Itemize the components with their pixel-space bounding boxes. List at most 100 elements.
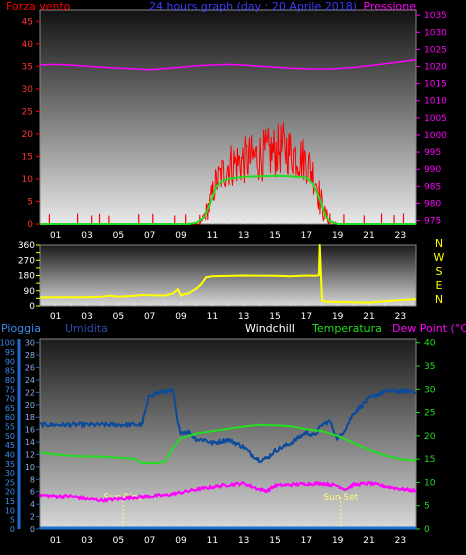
rain-tick-label: 30 — [5, 469, 15, 478]
pressure-tick-label: 1025 — [424, 45, 447, 55]
humidity-tick-label: 0 — [30, 525, 35, 534]
wind-speed-tick-label: 35 — [22, 62, 33, 72]
hour-tick-label: 19 — [332, 312, 344, 322]
hour-tick-label: 21 — [363, 231, 374, 241]
pressure-tick-label: 1000 — [424, 131, 447, 141]
rain-tick-label: 50 — [5, 432, 15, 441]
temperature-tick-label: 5 — [424, 502, 430, 512]
rain-tick-label: 60 — [5, 413, 15, 422]
wind-average-line — [40, 174, 416, 225]
rain-tick-label: 45 — [5, 441, 15, 450]
rain-tick-label: 40 — [5, 450, 15, 459]
rain-tick-label: 10 — [5, 506, 15, 515]
wind-direction-series — [39, 244, 417, 304]
temperature-tick-label: 15 — [424, 455, 435, 465]
hour-tick-label: 09 — [175, 231, 187, 241]
hour-tick-label: 01 — [50, 312, 61, 322]
pressure-tick-label: 975 — [424, 217, 441, 227]
direction-tick-label: 0 — [29, 302, 35, 312]
pressure-tick-label: 1030 — [424, 28, 447, 38]
wind-direction-line — [39, 244, 417, 304]
humidity-tick-label: 14 — [25, 438, 35, 447]
temperature-tick-label: 0 — [424, 525, 430, 535]
humidity-line — [39, 388, 417, 464]
hour-tick-label: 11 — [207, 312, 218, 322]
pressure-tick-label: 985 — [424, 182, 441, 192]
pressure-tick-label: 995 — [424, 148, 441, 158]
direction-tick-label: 90 — [24, 287, 36, 297]
humidity-tick-label: 26 — [25, 364, 35, 373]
rain-tick-label: 0 — [10, 525, 15, 534]
hour-tick-label: 05 — [113, 312, 124, 322]
humidity-legend: Umidita — [65, 322, 108, 335]
pressure-tick-label: 1015 — [424, 80, 447, 90]
temperature-humidity-plot-area — [39, 338, 417, 530]
windchill-legend: Windchill — [245, 322, 295, 335]
temperature-tick-label: 35 — [424, 362, 435, 372]
compass-letter: N — [435, 293, 443, 306]
temperature-humidity-series — [39, 388, 417, 530]
temperature-tick-label: 30 — [424, 385, 436, 395]
direction-tick-label: 270 — [18, 256, 35, 266]
rain-tick-label: 75 — [5, 385, 15, 394]
temperature-legend: Temperatura — [311, 322, 382, 335]
hour-tick-label: 11 — [207, 231, 218, 241]
pressure-tick-label: 1005 — [424, 114, 447, 124]
hour-tick-label: 17 — [301, 536, 312, 546]
hour-tick-label: 17 — [301, 312, 312, 322]
hour-tick-label: 03 — [81, 231, 92, 241]
rain-tick-label: 70 — [5, 395, 15, 404]
wind-direction-axes: 0 90 180 270 360 01 03 05 07 09 11 13 15 17 19 21 23 — [18, 241, 406, 322]
rain-tick-label: 90 — [5, 357, 15, 366]
wind-speed-tick-label: 0 — [27, 220, 33, 230]
humidity-tick-label: 18 — [25, 413, 35, 422]
rain-tick-label: 5 — [10, 516, 15, 525]
humidity-tick-label: 10 — [25, 463, 35, 472]
wind-speed-tick-label: 5 — [27, 197, 33, 207]
wind-speed-tick-label: 15 — [22, 152, 33, 162]
rain-tick-label: 85 — [5, 367, 15, 376]
hour-tick-label: 11 — [207, 536, 218, 546]
hour-tick-label: 09 — [175, 536, 187, 546]
hour-tick-label: 13 — [238, 231, 249, 241]
compass-letter: E — [436, 279, 443, 292]
hour-tick-label: 01 — [50, 536, 61, 546]
humidity-tick-label: 12 — [25, 450, 35, 459]
hour-tick-label: 13 — [238, 312, 249, 322]
hour-tick-label: 01 — [50, 231, 61, 241]
rain-tick-label: 95 — [5, 348, 15, 357]
rain-tick-label: 15 — [5, 497, 15, 506]
temperature-humidity-panel: 0510152025303540455055606570758085909510… — [0, 322, 466, 546]
hour-tick-label: 23 — [395, 231, 406, 241]
temperature-tick-label: 10 — [424, 478, 436, 488]
hour-tick-label: 17 — [301, 231, 312, 241]
dewpoint-legend: Dew Point (°C) — [392, 322, 466, 335]
wind-pressure-plot-area — [39, 9, 417, 225]
hour-tick-label: 19 — [332, 231, 344, 241]
wind-pressure-axes: 0510152025303540459759809859909951000100… — [22, 11, 448, 241]
rain-tick-label: 55 — [5, 423, 15, 432]
pressure-tick-label: 1035 — [424, 11, 447, 21]
hour-tick-label: 07 — [144, 312, 155, 322]
rain-tick-label: 100 — [0, 339, 15, 348]
hour-tick-label: 05 — [113, 536, 124, 546]
hour-tick-label: 09 — [175, 312, 187, 322]
hour-tick-label: 21 — [363, 312, 374, 322]
temperature-line — [39, 423, 416, 464]
humidity-tick-label: 20 — [25, 401, 35, 410]
hour-tick-label: 21 — [363, 536, 374, 546]
wind-speed-axis-label: Forza vento — [6, 0, 71, 13]
hour-tick-label: 03 — [81, 536, 92, 546]
humidity-tick-label: 28 — [25, 351, 35, 360]
rain-axis-label: Pioggia — [1, 322, 41, 335]
humidity-tick-label: 4 — [30, 500, 35, 509]
direction-tick-label: 180 — [18, 272, 35, 282]
wind-speed-tick-label: 30 — [22, 85, 34, 95]
dewpoint-line — [39, 481, 417, 503]
pressure-tick-label: 990 — [424, 165, 441, 175]
wind-speed-tick-label: 25 — [22, 107, 33, 117]
humidity-tick-label: 8 — [30, 475, 35, 484]
